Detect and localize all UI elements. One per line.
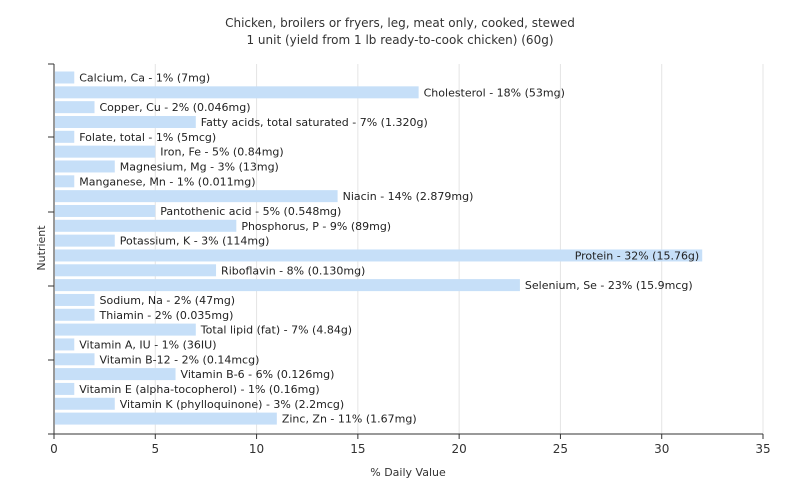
x-tick-label-20: 20: [452, 442, 467, 456]
x-tick-label-35: 35: [755, 442, 770, 456]
bar-label-6: Magnesium, Mg - 3% (13mg): [120, 160, 279, 173]
bar-label-21: Vitamin E (alpha-tocopherol) - 1% (0.16m…: [79, 383, 319, 396]
bar-label-17: Total lipid (fat) - 7% (4.84g): [200, 324, 352, 337]
bar-0: [55, 71, 75, 84]
bar-label-13: Riboflavin - 8% (0.130mg): [221, 264, 365, 277]
bar-12: [55, 249, 703, 262]
bar-label-0: Calcium, Ca - 1% (7mg): [79, 72, 210, 85]
bar-label-4: Folate, total - 1% (5mcg): [79, 131, 216, 144]
x-tick-label-5: 5: [151, 442, 159, 456]
bar-22: [55, 397, 115, 410]
chart-title: Chicken, broilers or fryers, leg, meat o…: [225, 16, 575, 30]
bar-20: [55, 368, 176, 381]
bar-label-1: Cholesterol - 18% (53mg): [424, 86, 565, 99]
chart-subtitle: 1 unit (yield from 1 lb ready-to-cook ch…: [246, 33, 553, 47]
bar-label-10: Phosphorus, P - 9% (89mg): [241, 220, 391, 233]
bar-1: [55, 86, 419, 99]
bar-21: [55, 382, 75, 395]
x-tick-label-10: 10: [249, 442, 264, 456]
bar-label-5: Iron, Fe - 5% (0.84mg): [160, 146, 283, 159]
bar-3: [55, 115, 196, 128]
x-axis-title: % Daily Value: [370, 466, 446, 479]
bar-label-3: Fatty acids, total saturated - 7% (1.320…: [201, 116, 428, 129]
x-tick-label-15: 15: [350, 442, 365, 456]
bar-label-16: Thiamin - 2% (0.035mg): [99, 309, 234, 322]
bar-17: [55, 323, 196, 336]
bar-label-7: Manganese, Mn - 1% (0.011mg): [79, 175, 255, 188]
bar-2: [55, 101, 95, 114]
x-tick-label-30: 30: [654, 442, 669, 456]
bar-label-22: Vitamin K (phylloquinone) - 3% (2.2mcg): [120, 398, 344, 411]
x-tick-label-25: 25: [553, 442, 568, 456]
bar-label-11: Potassium, K - 3% (114mg): [120, 235, 270, 248]
bar-15: [55, 293, 95, 306]
bar-18: [55, 338, 75, 351]
bar-14: [55, 279, 520, 292]
bar-7: [55, 175, 75, 188]
bar-label-12: Protein - 32% (15.76g): [575, 249, 700, 262]
y-axis-title: Nutrient: [35, 225, 48, 271]
axes-group: 0 5 10 15 20 25 30 35: [48, 63, 771, 456]
bar-6: [55, 160, 115, 173]
bar-label-19: Vitamin B-12 - 2% (0.14mcg): [100, 353, 260, 366]
bar-label-8: Niacin - 14% (2.879mg): [343, 190, 474, 203]
bar-8: [55, 190, 338, 203]
bar-16: [55, 308, 95, 321]
bar-label-23: Zinc, Zn - 11% (1.67mg): [282, 413, 417, 426]
bar-11: [55, 234, 115, 247]
bar-label-15: Sodium, Na - 2% (47mg): [100, 294, 236, 307]
bar-19: [55, 353, 95, 366]
bar-label-2: Copper, Cu - 2% (0.046mg): [100, 101, 251, 114]
bar-label-18: Vitamin A, IU - 1% (36IU): [79, 338, 216, 351]
bar-4: [55, 130, 75, 143]
bar-5: [55, 145, 156, 158]
gridlines: [154, 64, 764, 434]
bar-13: [55, 264, 217, 277]
bar-23: [55, 412, 277, 425]
x-tick-label-0: 0: [50, 442, 58, 456]
bar-10: [55, 219, 237, 232]
bar-label-20: Vitamin B-6 - 6% (0.126mg): [181, 368, 335, 381]
bar-label-14: Selenium, Se - 23% (15.9mcg): [525, 279, 693, 292]
bar-9: [55, 204, 156, 217]
bar-label-9: Pantothenic acid - 5% (0.548mg): [160, 205, 341, 218]
bars-group: Calcium, Ca - 1% (7mg) Cholesterol - 18% …: [55, 71, 703, 426]
